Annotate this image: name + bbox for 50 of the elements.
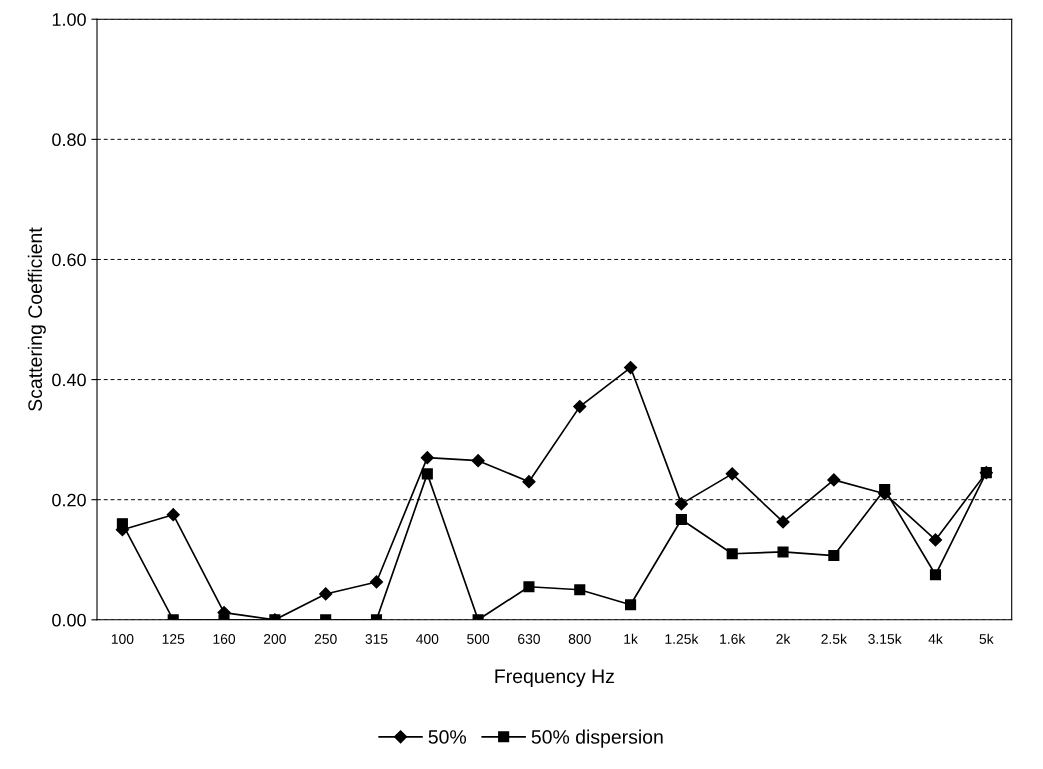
x-tick-label: 630 — [518, 634, 540, 644]
point — [827, 473, 841, 487]
x-tick-label: 1.25k — [665, 633, 699, 644]
point — [369, 575, 384, 589]
point — [319, 587, 333, 601]
y-tick-label: 0.20 — [52, 493, 86, 507]
point — [574, 584, 586, 596]
x-tick-label: 800 — [568, 634, 591, 644]
point — [625, 599, 637, 611]
x-tick-label: 500 — [467, 634, 490, 644]
y-tick-label: 0.00 — [52, 613, 86, 627]
x-tick-label: 3.15k — [868, 633, 902, 644]
point — [777, 546, 789, 558]
x-tick-label: 200 — [263, 634, 286, 644]
point — [928, 533, 943, 547]
x-tick-label: 5k — [979, 633, 994, 644]
point — [776, 515, 790, 529]
point — [726, 548, 738, 560]
x-tick-label: 125 — [162, 634, 185, 644]
y-tick-label: 0.60 — [52, 253, 86, 267]
point — [471, 454, 485, 468]
point — [166, 508, 180, 522]
point — [929, 569, 942, 581]
point — [828, 549, 840, 562]
x-tick-label: 1.6k — [720, 633, 746, 644]
point — [675, 513, 687, 526]
x-tick-label: 1k — [624, 633, 638, 644]
x-tick-label: 315 — [365, 634, 388, 644]
x-tick-label: 250 — [314, 634, 337, 644]
legend-label: 50% — [428, 730, 467, 744]
y-axis-title: Scattering Coefficient — [27, 227, 46, 411]
point — [623, 360, 638, 375]
y-tick-label: 0.80 — [52, 133, 86, 147]
x-tick-label: 100 — [111, 634, 134, 644]
point — [573, 400, 587, 414]
point — [674, 497, 688, 511]
x-tick-label: 2.5k — [821, 633, 847, 644]
point — [523, 581, 535, 593]
x-tick-label: 4k — [928, 633, 943, 644]
x-axis-title: Frequency Hz — [495, 669, 614, 687]
x-tick-label: 160 — [213, 634, 236, 644]
y-tick-label: 0.40 — [52, 373, 86, 387]
point — [420, 451, 434, 465]
y-tick-label: 1.00 — [52, 13, 86, 26]
point — [725, 467, 739, 481]
point — [421, 468, 433, 480]
x-tick-label: 400 — [416, 634, 439, 644]
legend-label: 50% dispersion — [531, 729, 663, 748]
x-tick-label: 2k — [776, 633, 791, 644]
point — [522, 475, 536, 489]
